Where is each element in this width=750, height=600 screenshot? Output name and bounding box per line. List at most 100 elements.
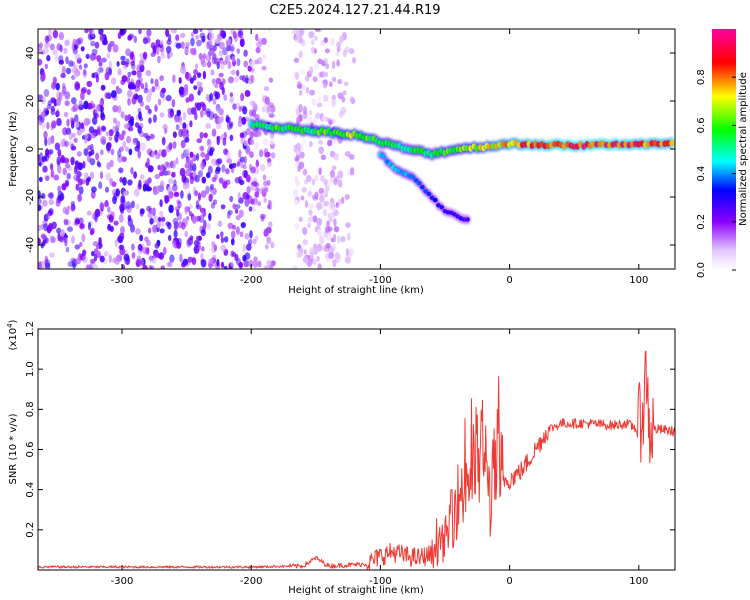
noise-blob	[245, 128, 251, 136]
noise-blob	[99, 33, 105, 42]
noise-blob	[145, 186, 152, 192]
noise-blob	[222, 60, 228, 66]
noise-blob	[40, 193, 46, 200]
noise-blob	[168, 177, 174, 185]
noise-blob	[189, 151, 194, 158]
noise-blob	[38, 176, 43, 183]
noise-blob	[270, 152, 276, 159]
noise-blob	[298, 69, 305, 75]
colorbar-tick-label: 0.2	[696, 214, 707, 230]
noise-blob	[301, 139, 306, 146]
noise-blob	[296, 251, 301, 258]
noise-blob	[243, 260, 250, 268]
noise-blob	[236, 48, 240, 54]
noise-blob	[96, 250, 102, 259]
noise-blob	[183, 87, 189, 96]
noise-blob	[125, 48, 131, 57]
noise-blob	[297, 83, 303, 89]
noise-blob	[208, 258, 214, 264]
noise-blob	[175, 34, 180, 41]
noise-blob	[117, 105, 122, 114]
noise-blob	[155, 185, 160, 195]
noise-blob	[108, 214, 114, 223]
noise-blob	[252, 238, 257, 245]
noise-blob	[230, 250, 235, 257]
noise-blob	[226, 158, 233, 164]
noise-blob	[171, 160, 176, 169]
noise-blob	[46, 54, 51, 62]
noise-blob	[77, 193, 82, 202]
noise-blob	[294, 34, 301, 43]
noise-blob	[65, 67, 72, 75]
noise-blob	[138, 111, 142, 120]
noise-blob	[202, 70, 206, 80]
noise-blob	[38, 58, 43, 66]
noise-blob	[203, 132, 208, 139]
noise-blob	[127, 35, 133, 41]
noise-blob	[260, 216, 265, 222]
noise-blob	[200, 145, 205, 152]
noise-blob	[261, 187, 267, 194]
noise-blob	[221, 164, 226, 173]
noise-blob	[82, 249, 87, 256]
noise-blob	[146, 94, 152, 103]
noise-blob	[229, 134, 234, 141]
noise-blob	[134, 122, 140, 128]
noise-blob	[206, 42, 210, 50]
noise-blob	[295, 162, 299, 168]
noise-blob	[176, 209, 180, 217]
noise-blob	[225, 116, 231, 123]
noise-blob	[185, 168, 192, 177]
noise-blob	[226, 210, 231, 219]
noise-blob	[40, 233, 47, 240]
colorbar-tick-label: 0.6	[696, 117, 707, 133]
noise-blob	[40, 69, 45, 76]
noise-blob	[85, 53, 90, 60]
noise-blob	[200, 56, 205, 65]
noise-blob	[164, 161, 169, 167]
noise-blob	[138, 59, 144, 67]
noise-blob	[158, 252, 165, 260]
noise-blob	[314, 29, 321, 32]
noise-blob	[266, 179, 271, 186]
noise-blob	[333, 226, 340, 233]
noise-blob	[57, 185, 62, 194]
noise-blob	[242, 169, 248, 179]
noise-blob	[40, 49, 45, 55]
noise-blob	[340, 106, 347, 115]
noise-blob	[207, 165, 213, 174]
noise-blob	[206, 139, 212, 148]
noise-blob	[55, 82, 60, 91]
noise-blob	[41, 72, 46, 81]
noise-blob	[227, 222, 234, 229]
noise-blob	[99, 255, 105, 263]
noise-blob	[185, 148, 191, 154]
noise-blob	[309, 89, 315, 96]
noise-blob	[229, 95, 234, 104]
noise-blob	[255, 159, 259, 168]
noise-blob	[295, 105, 299, 115]
noise-blob	[196, 39, 202, 47]
noise-blob	[349, 96, 355, 103]
noise-blob	[131, 64, 136, 70]
noise-blob	[80, 122, 85, 130]
noise-blob	[246, 193, 250, 200]
noise-blob	[184, 47, 189, 55]
snr-y-label: SNR (10 * v/v)	[8, 413, 19, 484]
noise-blob	[200, 110, 204, 118]
noise-blob	[113, 220, 119, 226]
noise-blob	[292, 265, 298, 269]
noise-blob	[179, 253, 183, 263]
noise-blob	[177, 200, 182, 209]
noise-blob	[131, 70, 137, 76]
noise-blob	[87, 176, 91, 183]
snr-y-tick-label: 0.4	[25, 482, 36, 498]
noise-blob	[72, 262, 76, 269]
noise-blob	[159, 75, 164, 82]
noise-blob	[308, 203, 314, 210]
noise-blob	[205, 108, 211, 114]
noise-blob	[347, 232, 351, 241]
noise-blob	[56, 227, 62, 234]
spectrogram-y-axis: -40 -20 0 20 40	[25, 47, 675, 253]
noise-blob	[263, 265, 269, 269]
